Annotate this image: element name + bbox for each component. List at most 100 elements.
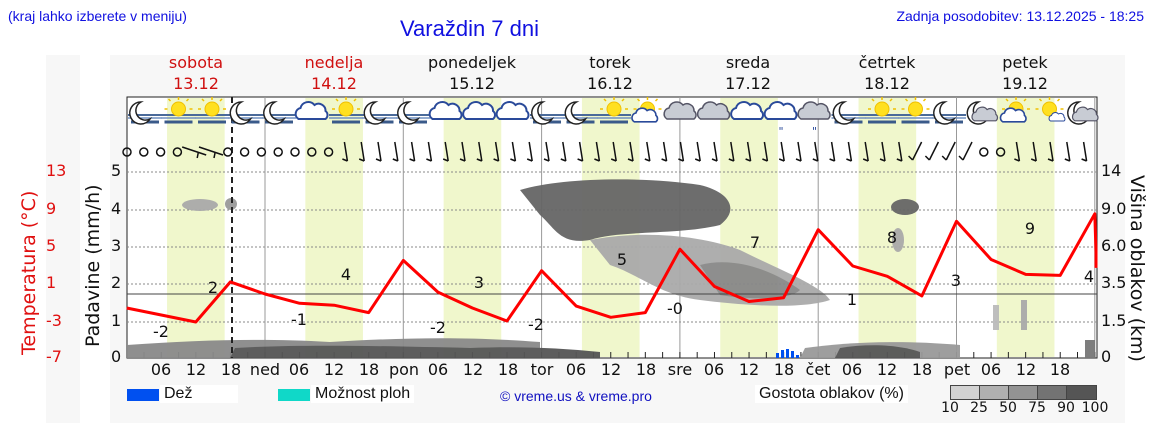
x-axis-label: 12: [738, 360, 760, 379]
x-axis-label: 12: [600, 360, 622, 379]
x-axis-label: 18: [220, 360, 242, 379]
x-axis-label: 18: [497, 360, 519, 379]
density-step-label: 75: [1028, 400, 1046, 416]
region-hint-link[interactable]: (kraj lahko izberete v meniju): [8, 8, 187, 24]
density-swatch: [1066, 385, 1097, 400]
temp-annotation: 3: [474, 273, 484, 292]
density-step-label: 25: [970, 400, 988, 416]
storm-legend-label: Možnost ploh: [311, 385, 415, 403]
x-axis-label: 12: [462, 360, 484, 379]
density-swatch: [979, 385, 1010, 400]
axis-tick: 1: [46, 273, 57, 292]
axis-tick: 1: [111, 311, 122, 330]
day-date: 19.12: [1002, 74, 1048, 93]
axis-tick: -7: [46, 347, 62, 366]
axis-tick: 14: [1101, 161, 1122, 180]
axis-tick: -3: [46, 311, 62, 330]
axis-tick: 2: [111, 273, 122, 292]
day-header: petek 19.12: [1002, 52, 1048, 94]
density-swatch: [1037, 385, 1068, 400]
x-axis-label: 06: [565, 360, 587, 379]
temp-annotation: 2: [208, 278, 218, 297]
day-name: torek: [589, 53, 631, 72]
day-date: 14.12: [311, 74, 357, 93]
density-step-label: 10: [941, 400, 959, 416]
x-axis-label: ned: [249, 360, 281, 379]
day-name: sreda: [725, 53, 771, 72]
x-axis-label: pon: [388, 360, 420, 379]
axis-tick: 4: [111, 199, 122, 218]
x-axis-label: 18: [911, 360, 933, 379]
x-axis-label: 12: [185, 360, 207, 379]
axis-tick: 9.0: [1101, 199, 1127, 218]
temp-annotation: 3: [951, 271, 961, 290]
density-legend-title: Gostota oblakov (%): [755, 385, 908, 403]
temp-annotation: -0: [667, 299, 683, 318]
day-date: 17.12: [725, 74, 771, 93]
temp-annotation: 8: [887, 228, 897, 247]
x-axis-label: 06: [841, 360, 863, 379]
rain-bars: [776, 349, 799, 358]
temp-annotation: 7: [750, 233, 760, 252]
temperature-axis-panel: [46, 55, 80, 423]
day-header: četrtek 18.12: [859, 52, 916, 94]
day-name: sobota: [168, 53, 224, 72]
page-title: Varaždin 7 dni: [400, 16, 540, 41]
cloudy-drizzle-icon: ": [763, 100, 798, 138]
axis-tick: 6.0: [1101, 236, 1127, 255]
day-name: četrtek: [858, 53, 916, 72]
x-axis-label: čet: [805, 360, 831, 379]
density-swatch: [950, 385, 981, 400]
svg-text:": ": [779, 125, 784, 138]
rain-legend-swatch: [127, 389, 159, 401]
x-axis-label: 06: [288, 360, 310, 379]
day-header: nedelja 14.12: [305, 52, 364, 94]
x-axis-label: 06: [427, 360, 449, 379]
axis-tick: 3.5: [1101, 273, 1127, 292]
axis-tick: 1.5: [1101, 311, 1127, 330]
day-header: sreda 17.12: [725, 52, 771, 94]
temp-annotation: 9: [1025, 219, 1035, 238]
day-date: 13.12: [173, 74, 219, 93]
day-name: ponedeljek: [428, 53, 516, 72]
x-axis-label: 12: [876, 360, 898, 379]
temp-annotation: -2: [528, 315, 544, 334]
overcast-drizzle-icon: ": [797, 101, 831, 138]
density-swatch: [1008, 385, 1039, 400]
temp-annotation: 4: [341, 265, 351, 284]
temp-annotation: 1: [847, 290, 857, 309]
x-axis-label: 06: [150, 360, 172, 379]
x-axis-label: sre: [667, 360, 693, 379]
x-axis-label: 18: [358, 360, 380, 379]
day-date: 18.12: [864, 74, 910, 93]
x-axis-label: tor: [530, 360, 554, 379]
temp-annotation: -2: [153, 322, 169, 341]
x-axis-label: 18: [635, 360, 657, 379]
axis-tick: 5: [111, 161, 122, 180]
last-update: Zadnja posodobitev: 13.12.2025 - 18:25: [896, 8, 1144, 24]
temp-annotation: -1: [291, 310, 307, 329]
axis-tick: 5: [46, 236, 57, 255]
temp-annotation: 5: [617, 250, 627, 269]
cloud-density-layer: [127, 179, 1095, 358]
axis-tick: 9: [46, 199, 57, 218]
storm-legend-swatch: [278, 389, 310, 401]
temp-annotation: -2: [430, 318, 446, 337]
axis-tick: 13: [46, 161, 67, 180]
x-axis-label: 12: [1015, 360, 1037, 379]
x-axis-label: 18: [1049, 360, 1071, 379]
day-header: torek 16.12: [587, 52, 633, 94]
copyright-link[interactable]: © vreme.us & vreme.pro: [500, 388, 652, 404]
day-header: sobota 13.12: [169, 52, 223, 94]
axis-tick: 0: [111, 347, 122, 366]
density-step-label: 100: [1081, 400, 1109, 416]
day-name: nedelja: [304, 53, 364, 72]
svg-text:": ": [812, 125, 817, 138]
day-date: 15.12: [449, 74, 495, 93]
day-header: ponedeljek 15.12: [428, 52, 516, 94]
x-axis-label: 18: [773, 360, 795, 379]
density-step-label: 90: [1057, 400, 1075, 416]
day-date: 16.12: [587, 74, 633, 93]
temperature-line: [126, 212, 1098, 324]
